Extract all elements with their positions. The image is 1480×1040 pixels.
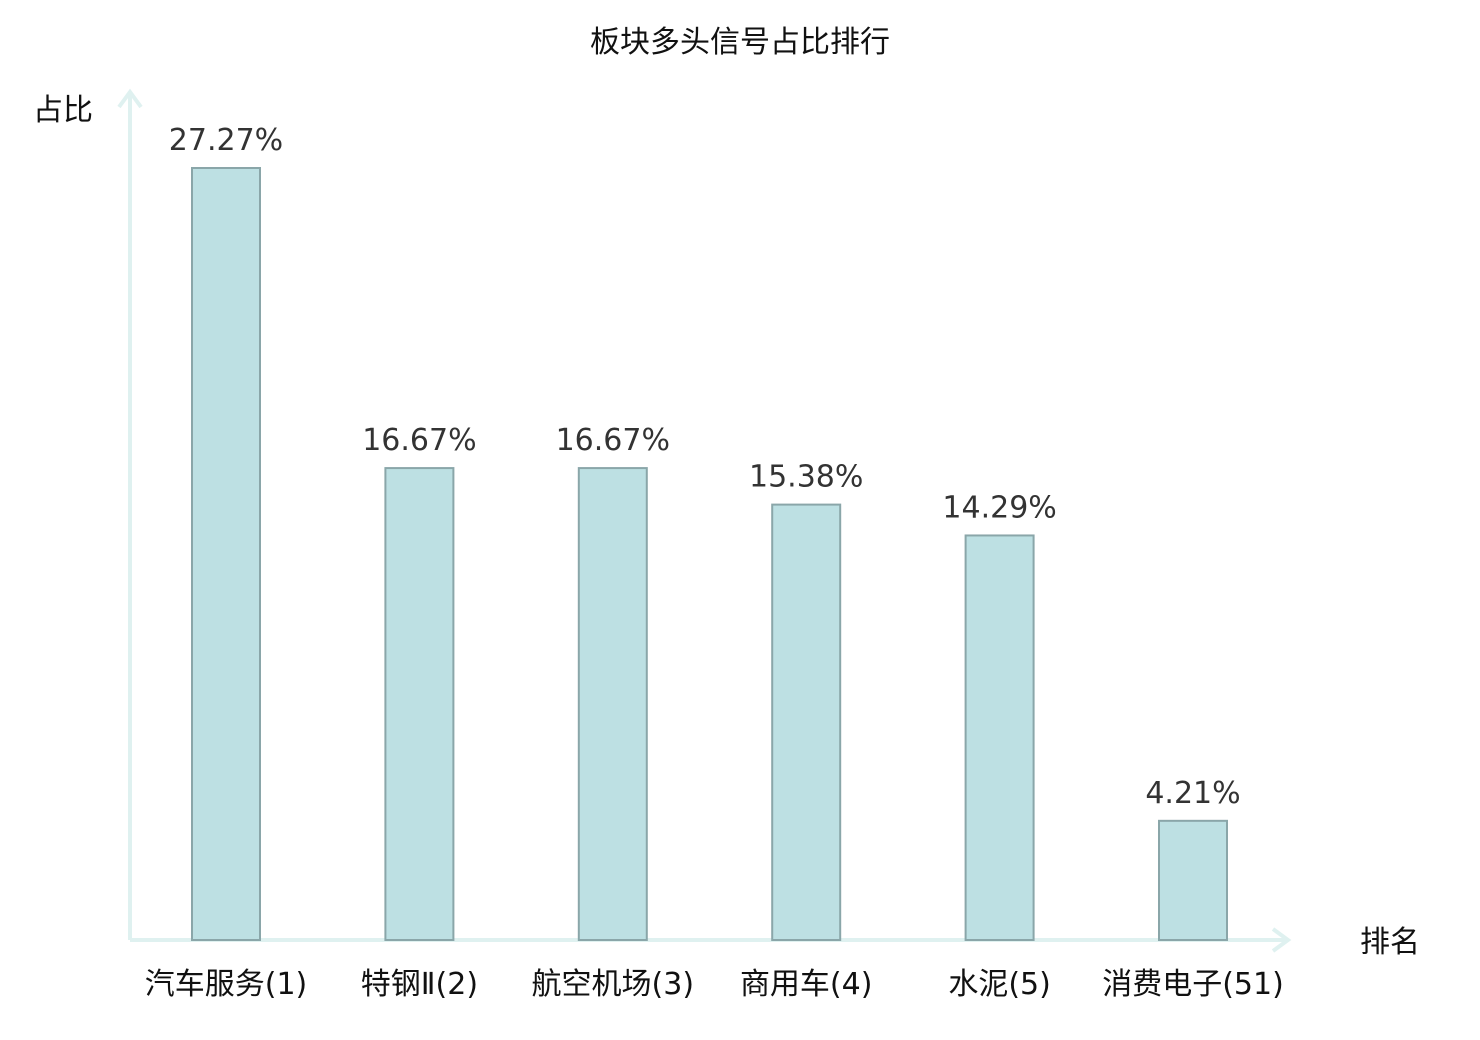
- x-axis-label: 排名: [1360, 925, 1420, 960]
- chart-title: 板块多头信号占比排行: [590, 25, 890, 60]
- bar: [191, 167, 261, 941]
- bar-value-label: 4.21%: [1145, 776, 1240, 811]
- category-tick-label: 航空机场(3): [532, 967, 695, 1002]
- bar-value-label: 16.67%: [556, 423, 670, 458]
- category-tick-label: 水泥(5): [948, 967, 1051, 1002]
- y-axis-line: [117, 88, 143, 940]
- category-tick-label: 商用车(4): [740, 967, 873, 1002]
- bar-value-label: 14.29%: [942, 490, 1056, 525]
- category-tick-label: 特钢Ⅱ(2): [361, 967, 478, 1002]
- bar-group: 27.27% 汽车服务(1) 16.67% 特钢Ⅱ(2) 16.67% 航空机场(3) 15…: [145, 123, 1284, 1002]
- bar-value-label: 15.38%: [749, 460, 863, 495]
- bar: [771, 503, 842, 941]
- bar: [964, 534, 1035, 941]
- bar-value-label: 27.27%: [169, 123, 283, 158]
- x-axis-line: [130, 927, 1292, 953]
- bar: [577, 467, 648, 941]
- y-axis-label: 占比: [33, 93, 93, 128]
- category-tick-label: 汽车服务(1): [145, 967, 308, 1002]
- bar-value-label: 16.67%: [362, 423, 476, 458]
- category-tick-label: 消费电子(51): [1102, 967, 1284, 1002]
- bar: [1158, 819, 1228, 941]
- bar: [384, 467, 455, 941]
